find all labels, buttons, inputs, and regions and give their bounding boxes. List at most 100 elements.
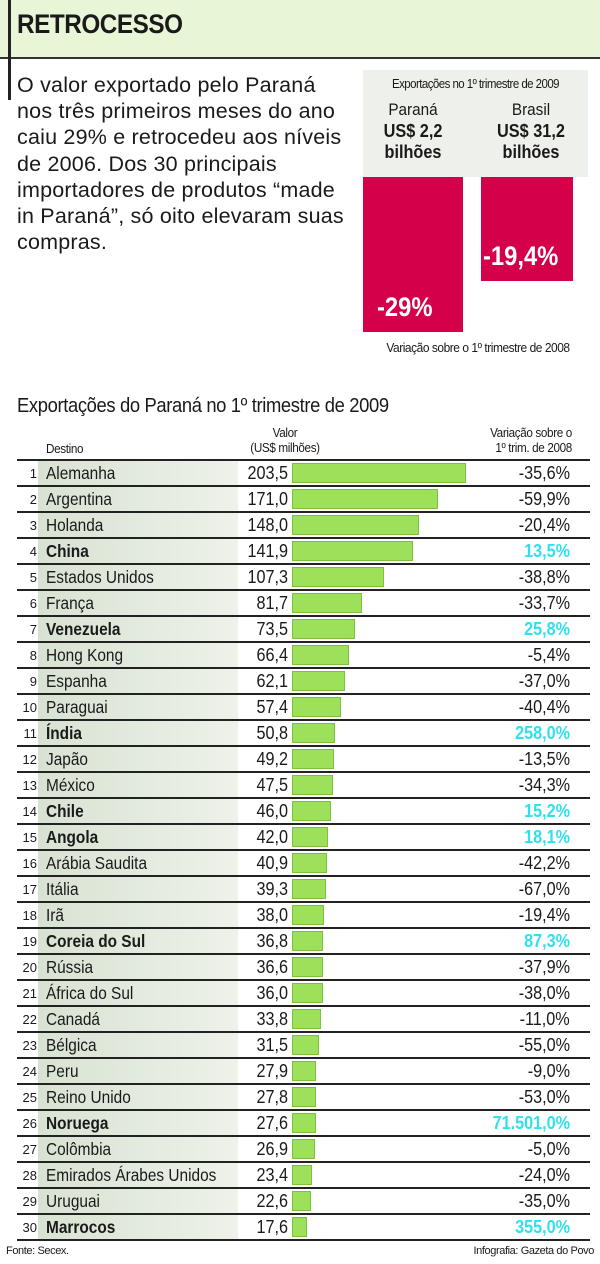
value-bar xyxy=(292,619,355,639)
variation-label: -19,4% xyxy=(518,905,570,925)
variation-label: -35,0% xyxy=(518,1191,570,1211)
name-cell-bg xyxy=(38,513,238,537)
value-label: 57,4 xyxy=(256,697,288,717)
value-bar xyxy=(292,983,323,1003)
country-name: Colômbia xyxy=(46,1139,112,1159)
country-name: Coreia do Sul xyxy=(46,931,146,951)
value-bar xyxy=(292,1061,316,1081)
table-row: 15 Angola 42,0 18,1% xyxy=(17,825,590,851)
value-bar xyxy=(292,1191,312,1211)
value-bar xyxy=(292,827,328,847)
table-row: 12 Japão 49,2 -13,5% xyxy=(17,747,590,773)
value-bar xyxy=(292,1165,312,1185)
rank-label: 17 xyxy=(22,882,37,897)
value-label: 62,1 xyxy=(256,671,288,691)
value-label: 66,4 xyxy=(256,645,288,665)
summary-region-name: Brasil xyxy=(511,100,551,119)
variation-label: -67,0% xyxy=(518,879,570,899)
value-bar xyxy=(292,1217,308,1237)
value-bar xyxy=(292,853,327,873)
summary-title: Exportações no 1º trimestre de 2009 xyxy=(391,77,560,91)
country-name: Bélgica xyxy=(46,1035,97,1055)
rank-label: 4 xyxy=(29,544,37,559)
rank-label: 16 xyxy=(22,856,37,871)
variation-label: -9,0% xyxy=(527,1061,570,1081)
credit-note: Infografia: Gazeta do Povo xyxy=(473,1245,595,1257)
value-bar xyxy=(292,723,336,743)
country-name: Paraguai xyxy=(46,697,108,717)
value-label: 50,8 xyxy=(256,723,288,743)
value-label: 31,5 xyxy=(256,1035,288,1055)
table-row: 8 Hong Kong 66,4 -5,4% xyxy=(17,643,590,669)
name-cell-bg xyxy=(38,1033,238,1057)
name-cell-bg xyxy=(38,851,238,875)
country-name: Angola xyxy=(46,827,99,847)
value-bar xyxy=(292,541,414,561)
variation-label: -38,8% xyxy=(518,567,570,587)
rank-label: 15 xyxy=(22,830,37,845)
table-title: Exportações do Paraná no 1º trimestre de… xyxy=(17,395,389,417)
country-name: Holanda xyxy=(46,515,104,535)
country-name: México xyxy=(46,775,95,795)
name-cell-bg xyxy=(38,565,238,589)
variation-label: -59,9% xyxy=(518,489,570,509)
table-row: 13 México 47,5 -34,3% xyxy=(17,773,590,799)
table-row: 4 China 141,9 13,5% xyxy=(17,539,590,565)
country-name: Peru xyxy=(46,1061,79,1081)
table-row: 11 Índia 50,8 258,0% xyxy=(17,721,590,747)
value-label: 27,6 xyxy=(256,1113,288,1133)
country-name: Índia xyxy=(46,723,82,743)
exports-table: 1 Alemanha 203,5 -35,6% 2 Argentina 171,0 -59,9… xyxy=(17,459,590,1241)
rank-label: 6 xyxy=(29,596,37,611)
value-bar xyxy=(292,1139,315,1159)
table-row: 20 Rússia 36,6 -37,9% xyxy=(17,955,590,981)
name-cell-bg xyxy=(38,773,238,797)
rank-label: 19 xyxy=(22,934,37,949)
country-name: Arábia Saudita xyxy=(46,853,148,873)
page-title: RETROCESSO xyxy=(17,9,183,39)
variation-label: 13,5% xyxy=(524,541,570,561)
country-name: Reino Unido xyxy=(46,1087,131,1107)
variation-label: -20,4% xyxy=(518,515,570,535)
name-cell-bg xyxy=(38,1085,238,1109)
value-label: 33,8 xyxy=(256,1009,288,1029)
col-header-variacao: Variação sobre o 1º trim. de 2008 xyxy=(490,425,572,455)
name-cell-bg xyxy=(38,669,238,693)
rank-label: 14 xyxy=(22,804,37,819)
value-label: 36,6 xyxy=(256,957,288,977)
table-row: 27 Colômbia 26,9 -5,0% xyxy=(17,1137,590,1163)
rank-label: 13 xyxy=(22,778,37,793)
summary-box xyxy=(363,70,588,177)
name-cell-bg xyxy=(38,1059,238,1083)
value-bar xyxy=(292,593,362,613)
value-bar xyxy=(292,749,335,769)
table-row: 23 Bélgica 31,5 -55,0% xyxy=(17,1033,590,1059)
variation-label: -13,5% xyxy=(518,749,570,769)
name-cell-bg xyxy=(38,903,238,927)
rank-label: 9 xyxy=(29,674,37,689)
country-name: Marrocos xyxy=(46,1217,116,1237)
table-row: 14 Chile 46,0 15,2% xyxy=(17,799,590,825)
value-bar xyxy=(292,645,349,665)
rank-label: 3 xyxy=(29,518,37,533)
variation-label: -37,0% xyxy=(518,671,570,691)
rank-label: 21 xyxy=(22,986,37,1001)
variation-label: -24,0% xyxy=(518,1165,570,1185)
value-label: 39,3 xyxy=(256,879,288,899)
name-cell-bg xyxy=(38,487,238,511)
summary-parana: Paraná US$ 2,2 bilhões xyxy=(363,100,463,162)
value-bar xyxy=(292,671,346,691)
value-bar xyxy=(292,567,384,587)
col-header-valor: Valor (US$ milhões) xyxy=(236,425,335,455)
table-row: 24 Peru 27,9 -9,0% xyxy=(17,1059,590,1085)
rank-label: 25 xyxy=(22,1090,37,1105)
value-bar xyxy=(292,879,326,899)
summary-region-value: US$ 2,2 xyxy=(383,120,443,141)
variation-label: 87,3% xyxy=(524,931,570,951)
country-name: Japão xyxy=(46,749,88,769)
rank-label: 7 xyxy=(29,622,37,637)
variation-bar-parana xyxy=(363,177,463,332)
value-bar xyxy=(292,1035,319,1055)
rank-label: 5 xyxy=(29,570,37,585)
name-cell-bg xyxy=(38,539,238,563)
